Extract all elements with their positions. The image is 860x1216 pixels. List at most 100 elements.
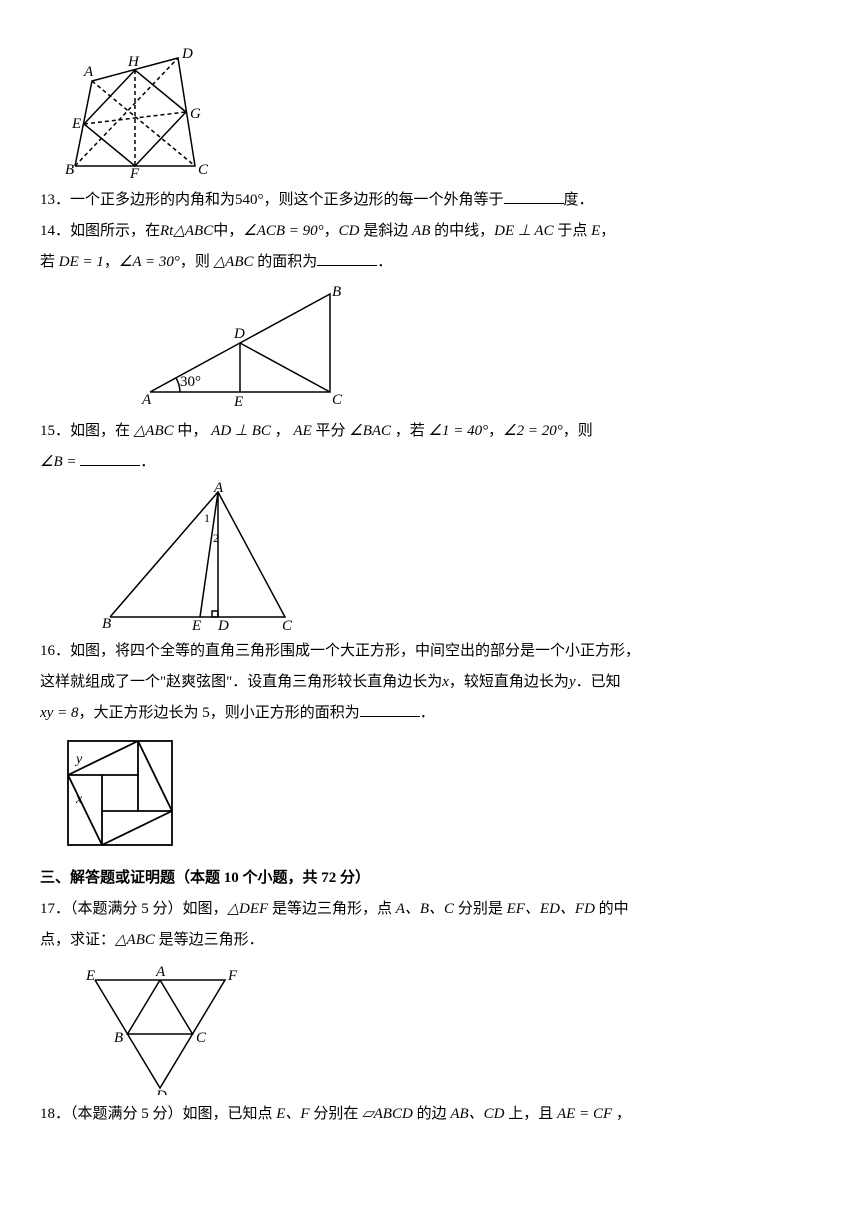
q12-label-G: G bbox=[190, 106, 201, 122]
q17-line1: 17．（本题满分 5 分）如图，△DEF 是等边三角形，点 A、B、C 分别是 … bbox=[40, 896, 820, 923]
q17-t2: 是等边三角形，点 bbox=[272, 901, 392, 917]
q14-lB: B bbox=[332, 284, 341, 300]
q14-lC: C bbox=[332, 392, 343, 408]
q15-a2: ∠2 = 20° bbox=[503, 423, 563, 439]
q16-t4: ．已知 bbox=[576, 674, 621, 690]
q15-blank bbox=[80, 450, 140, 466]
q16-t6: ． bbox=[420, 705, 435, 721]
q15-figure: A B C D E 1 2 bbox=[100, 482, 820, 632]
q16-svg: y x bbox=[60, 733, 180, 853]
q15-lE: E bbox=[191, 618, 201, 632]
q18-t1: 18．（本题满分 5 分）如图，已知点 bbox=[40, 1106, 273, 1122]
q17-lB: B bbox=[114, 1030, 123, 1046]
q12-label-F: F bbox=[129, 166, 140, 181]
q14-acb: ∠ACB = 90° bbox=[243, 223, 323, 239]
q17-abc: A、B、C bbox=[396, 901, 454, 917]
q16-figure: y x bbox=[60, 733, 820, 853]
q15-line1: 15．如图，在 △ABC 中， AD ⊥ BC ， AE 平分 ∠BAC ，若 … bbox=[40, 418, 820, 445]
q17-t1: 17．（本题满分 5 分）如图， bbox=[40, 901, 228, 917]
q16-t2: 这样就组成了一个"赵爽弦图"．设直角三角形较长直角边长为 bbox=[40, 674, 442, 690]
q17-ef: EF、ED、FD bbox=[507, 901, 595, 917]
q13-text: 13．一个正多边形的内角和为540°，则这个正多边形的每一个外角等于 度． bbox=[40, 187, 820, 214]
q12-figure: A B C D E F G H bbox=[60, 46, 820, 181]
q16-blank bbox=[360, 701, 420, 717]
q14-t9: ， bbox=[104, 254, 119, 270]
q14-triabc2: △ABC bbox=[214, 254, 254, 270]
q14-t7: ， bbox=[600, 223, 615, 239]
q14-t6: 于点 bbox=[557, 223, 587, 239]
q16-line2: 这样就组成了一个"赵爽弦图"．设直角三角形较长直角边长为x，较短直角边长为y．已… bbox=[40, 669, 820, 696]
q13-pre: 13．一个正多边形的内角和为540°，则这个正多边形的每一个外角等于 bbox=[40, 192, 504, 208]
q15-t8: ． bbox=[140, 454, 155, 470]
q18-t5: ， bbox=[616, 1106, 631, 1122]
q18-line1: 18．（本题满分 5 分）如图，已知点 E、F 分别在 ▱ABCD 的边 AB、… bbox=[40, 1101, 820, 1128]
q18-para: ▱ABCD bbox=[362, 1106, 413, 1122]
q17-lE: E bbox=[85, 968, 95, 984]
q17-t4: 的中 bbox=[599, 901, 629, 917]
q15-t3: ， bbox=[275, 423, 290, 439]
q15-lB: B bbox=[102, 616, 111, 632]
q17-def: △DEF bbox=[228, 901, 269, 917]
q17-t3: 分别是 bbox=[458, 901, 503, 917]
q14-svg: A B C D E 30° bbox=[140, 282, 350, 412]
q17-t5: 点，求证： bbox=[40, 932, 115, 948]
q17-t6: 是等边三角形． bbox=[159, 932, 264, 948]
q14-e: E bbox=[591, 223, 600, 239]
q14-t1: 14．如图所示，在 bbox=[40, 223, 160, 239]
q12-svg: A B C D E F G H bbox=[60, 46, 215, 181]
q18-abcd: AB、CD bbox=[450, 1106, 504, 1122]
q15-lC: C bbox=[282, 618, 293, 632]
q16-y: y bbox=[569, 674, 576, 690]
q12-label-B: B bbox=[65, 162, 74, 178]
q13-post: 度． bbox=[564, 192, 594, 208]
q14-cd: CD bbox=[339, 223, 360, 239]
q16-t5: ，大正方形边长为 5，则小正方形的面积为 bbox=[78, 705, 359, 721]
q15-t2: 中， bbox=[177, 423, 207, 439]
q17-figure: E F D A B C bbox=[80, 960, 820, 1095]
q12-label-H: H bbox=[127, 54, 140, 70]
q18-t3: 的边 bbox=[417, 1106, 447, 1122]
q14-t12: ． bbox=[377, 254, 392, 270]
q13-blank bbox=[504, 188, 564, 204]
q14-t11: 的面积为 bbox=[257, 254, 317, 270]
q14-figure: A B C D E 30° bbox=[140, 282, 820, 412]
q15-t6: ， bbox=[488, 423, 503, 439]
q17-line2: 点，求证：△ABC 是等边三角形． bbox=[40, 927, 820, 954]
q15-angleB: ∠B = bbox=[40, 454, 76, 470]
q14-line2: 若 DE = 1，∠A = 30°，则 △ABC 的面积为． bbox=[40, 249, 820, 276]
q15-lA: A bbox=[213, 482, 224, 496]
q12-label-A: A bbox=[83, 64, 94, 80]
q15-lD: D bbox=[217, 618, 229, 632]
q15-bac: ∠BAC bbox=[349, 423, 391, 439]
q12-label-E: E bbox=[71, 116, 81, 132]
q14-rt: Rt bbox=[160, 223, 173, 239]
q15-t1: 15．如图，在 bbox=[40, 423, 130, 439]
q14-t4: 是斜边 bbox=[363, 223, 408, 239]
q15-l1: 1 bbox=[204, 511, 210, 525]
q14-lD: D bbox=[233, 326, 245, 342]
q14-deperp: DE ⊥ AC bbox=[494, 223, 553, 239]
q14-de1: DE = 1 bbox=[59, 254, 104, 270]
q15-svg: A B C D E 1 2 bbox=[100, 482, 300, 632]
q14-t8: 若 bbox=[40, 254, 55, 270]
q15-t7: ，则 bbox=[563, 423, 593, 439]
q16-t3: ，较短直角边长为 bbox=[449, 674, 569, 690]
q18-t4: 上，且 bbox=[508, 1106, 553, 1122]
q17-lA: A bbox=[155, 964, 166, 980]
q16-ly: y bbox=[74, 752, 83, 767]
q16-x: x bbox=[442, 674, 449, 690]
page-container: A B C D E F G H 13．一个正多边形的内角和为540°，则这个正多… bbox=[0, 0, 860, 1172]
q15-t4: 平分 bbox=[315, 423, 345, 439]
q15-ae: AE bbox=[293, 423, 311, 439]
q14-blank bbox=[317, 250, 377, 266]
q18-aecf: AE = CF bbox=[557, 1106, 612, 1122]
q16-line1: 16．如图，将四个全等的直角三角形围成一个大正方形，中间空出的部分是一个小正方形… bbox=[40, 638, 820, 665]
q15-a1: ∠1 = 40° bbox=[429, 423, 489, 439]
q14-ab: AB bbox=[412, 223, 430, 239]
q16-t1: 16．如图，将四个全等的直角三角形围成一个大正方形，中间空出的部分是一个小正方形… bbox=[40, 643, 640, 659]
q12-label-D: D bbox=[181, 46, 193, 62]
q15-t5: ，若 bbox=[395, 423, 425, 439]
q15-adperp: AD ⊥ BC bbox=[211, 423, 271, 439]
q14-lA: A bbox=[141, 392, 152, 408]
q14-t3: ， bbox=[324, 223, 339, 239]
